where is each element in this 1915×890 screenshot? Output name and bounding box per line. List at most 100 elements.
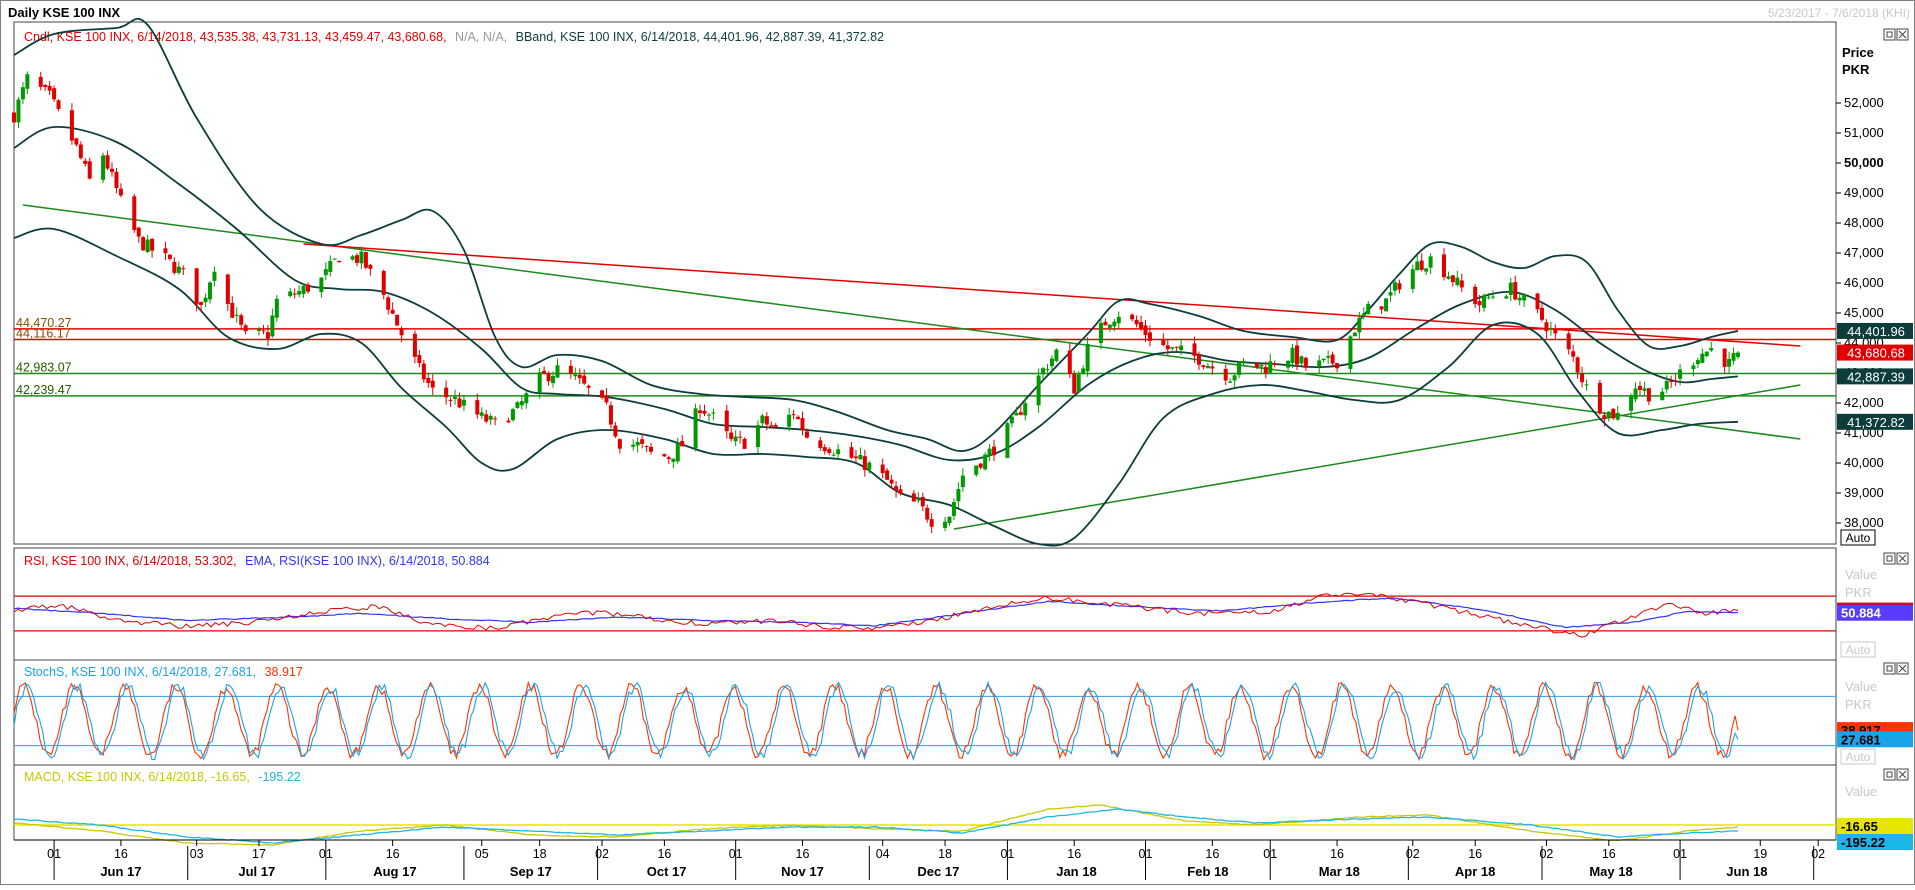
candle-body: [203, 297, 208, 303]
candle-body: [1014, 412, 1019, 416]
price-auto-button-label[interactable]: Auto: [1846, 531, 1871, 545]
candle-body: [773, 425, 778, 427]
candle-body: [1548, 328, 1553, 330]
candle-body: [74, 138, 79, 145]
x-axis-day-label: 02: [1539, 847, 1553, 861]
candle-body: [1107, 324, 1112, 328]
candle-body: [1326, 356, 1331, 358]
candle-body: [1174, 346, 1179, 348]
macd-panel-restore-icon[interactable]: [1883, 768, 1896, 781]
candle-body: [1695, 360, 1700, 365]
x-axis-month-label: May 18: [1589, 864, 1632, 879]
rsi-panel-restore-icon[interactable]: [1883, 552, 1896, 565]
candle-body: [1335, 363, 1340, 369]
candle-body: [239, 315, 244, 325]
candle-body: [769, 425, 774, 427]
rsi-auto-button[interactable]: Auto: [1840, 641, 1876, 658]
macd-panel-controls[interactable]: [1883, 768, 1909, 781]
stoch-panel-controls[interactable]: [1883, 662, 1909, 675]
candle-body: [947, 516, 952, 523]
stoch-auto-button[interactable]: Auto: [1840, 748, 1876, 765]
horizontal-level-label: 44,470.27: [16, 316, 72, 330]
candle-body: [706, 414, 711, 416]
price-axis-title-1: Price: [1842, 45, 1874, 60]
candle-body: [1637, 386, 1642, 390]
price-axis-label: 42,000: [1844, 395, 1884, 410]
candle-body: [43, 84, 48, 88]
candle-body: [176, 266, 181, 273]
candle-body: [1036, 375, 1041, 406]
candle-body: [738, 436, 743, 438]
candle-body: [519, 401, 524, 406]
candle-body: [243, 325, 248, 332]
rsi-legend-ema: EMA, RSI(KSE 100 INX), 6/14/2018, 50.884: [245, 554, 490, 568]
candle-body: [1611, 408, 1616, 419]
x-axis-day-label: 16: [1330, 847, 1344, 861]
candle-body: [885, 470, 890, 480]
cndl-legend: Cndl, KSE 100 INX, 6/14/2018, 43,535.38,…: [24, 30, 447, 44]
price-panel-controls[interactable]: [1883, 28, 1909, 41]
price-legend: Cndl, KSE 100 INX, 6/14/2018, 43,535.38,…: [24, 30, 884, 44]
candle-body: [101, 155, 106, 180]
stoch-d-line: [13, 680, 1739, 762]
price-axis-label: 40,000: [1844, 455, 1884, 470]
candle-body: [12, 112, 16, 123]
candle-body: [951, 502, 956, 516]
candle-body: [1179, 345, 1184, 351]
stoch-auto-button-label[interactable]: Auto: [1846, 750, 1871, 764]
candle-body: [1317, 360, 1322, 367]
x-axis-day-label: 16: [1205, 847, 1219, 861]
candle-body: [1294, 345, 1299, 365]
candle-body: [608, 405, 613, 425]
candle-body: [1669, 380, 1674, 382]
rsi-auto-button-box[interactable]: [1840, 641, 1876, 658]
price-axis-label: 51,000: [1844, 125, 1884, 140]
candle-body: [1544, 322, 1549, 332]
candle-body: [1009, 416, 1014, 424]
candle-body: [1098, 322, 1103, 343]
price-auto-button[interactable]: Auto: [1840, 529, 1876, 546]
stoch-legend-b: 38.917: [265, 665, 303, 679]
candle-body: [1388, 292, 1393, 296]
candle-body: [167, 254, 172, 259]
stoch-auto-button-box[interactable]: [1840, 748, 1876, 765]
candle-body: [537, 372, 542, 393]
x-axis-month-label: Feb 18: [1187, 864, 1228, 879]
price-value-badge: [1837, 368, 1913, 385]
candle-body: [1081, 368, 1086, 374]
price-panel-restore-icon[interactable]: [1883, 28, 1896, 41]
macd-signal-badge-text: -195.22: [1841, 835, 1885, 850]
rsi-auto-button-label[interactable]: Auto: [1846, 643, 1871, 657]
candle-body: [141, 237, 146, 251]
candle-body: [1709, 348, 1714, 351]
candle-body: [319, 277, 324, 293]
candle-body: [1018, 412, 1023, 415]
candle-body: [453, 396, 458, 399]
candle-body: [1606, 411, 1611, 419]
trend-line: [953, 384, 1801, 530]
price-value-badge-text: 44,401.96: [1847, 324, 1905, 339]
price-auto-button-box[interactable]: [1840, 529, 1876, 546]
candle-body: [742, 438, 747, 449]
candle-body: [729, 432, 734, 440]
candle-body: [78, 144, 83, 159]
stoch-legend: StochS, KSE 100 INX, 6/14/2018, 27.681, …: [24, 665, 303, 679]
candle-body: [328, 261, 333, 273]
candle-body: [421, 363, 426, 380]
x-axis-month-label: Apr 18: [1455, 864, 1495, 879]
candle-body: [1210, 366, 1215, 369]
rsi-panel-restore-icon-inner: [1886, 555, 1893, 562]
candle-body: [114, 171, 119, 188]
stoch-panel-restore-icon[interactable]: [1883, 662, 1896, 675]
price-axis-label: 45,000: [1844, 305, 1884, 320]
candle-body: [992, 446, 997, 456]
candle-body: [1615, 412, 1620, 420]
rsi-panel-controls[interactable]: [1883, 552, 1909, 565]
chart-title: Daily KSE 100 INX: [8, 5, 120, 20]
candle-body: [662, 454, 667, 457]
candle-body: [755, 425, 760, 447]
price-axis-label: 39,000: [1844, 485, 1884, 500]
candle-body: [150, 238, 155, 251]
candle-body: [1584, 384, 1589, 386]
